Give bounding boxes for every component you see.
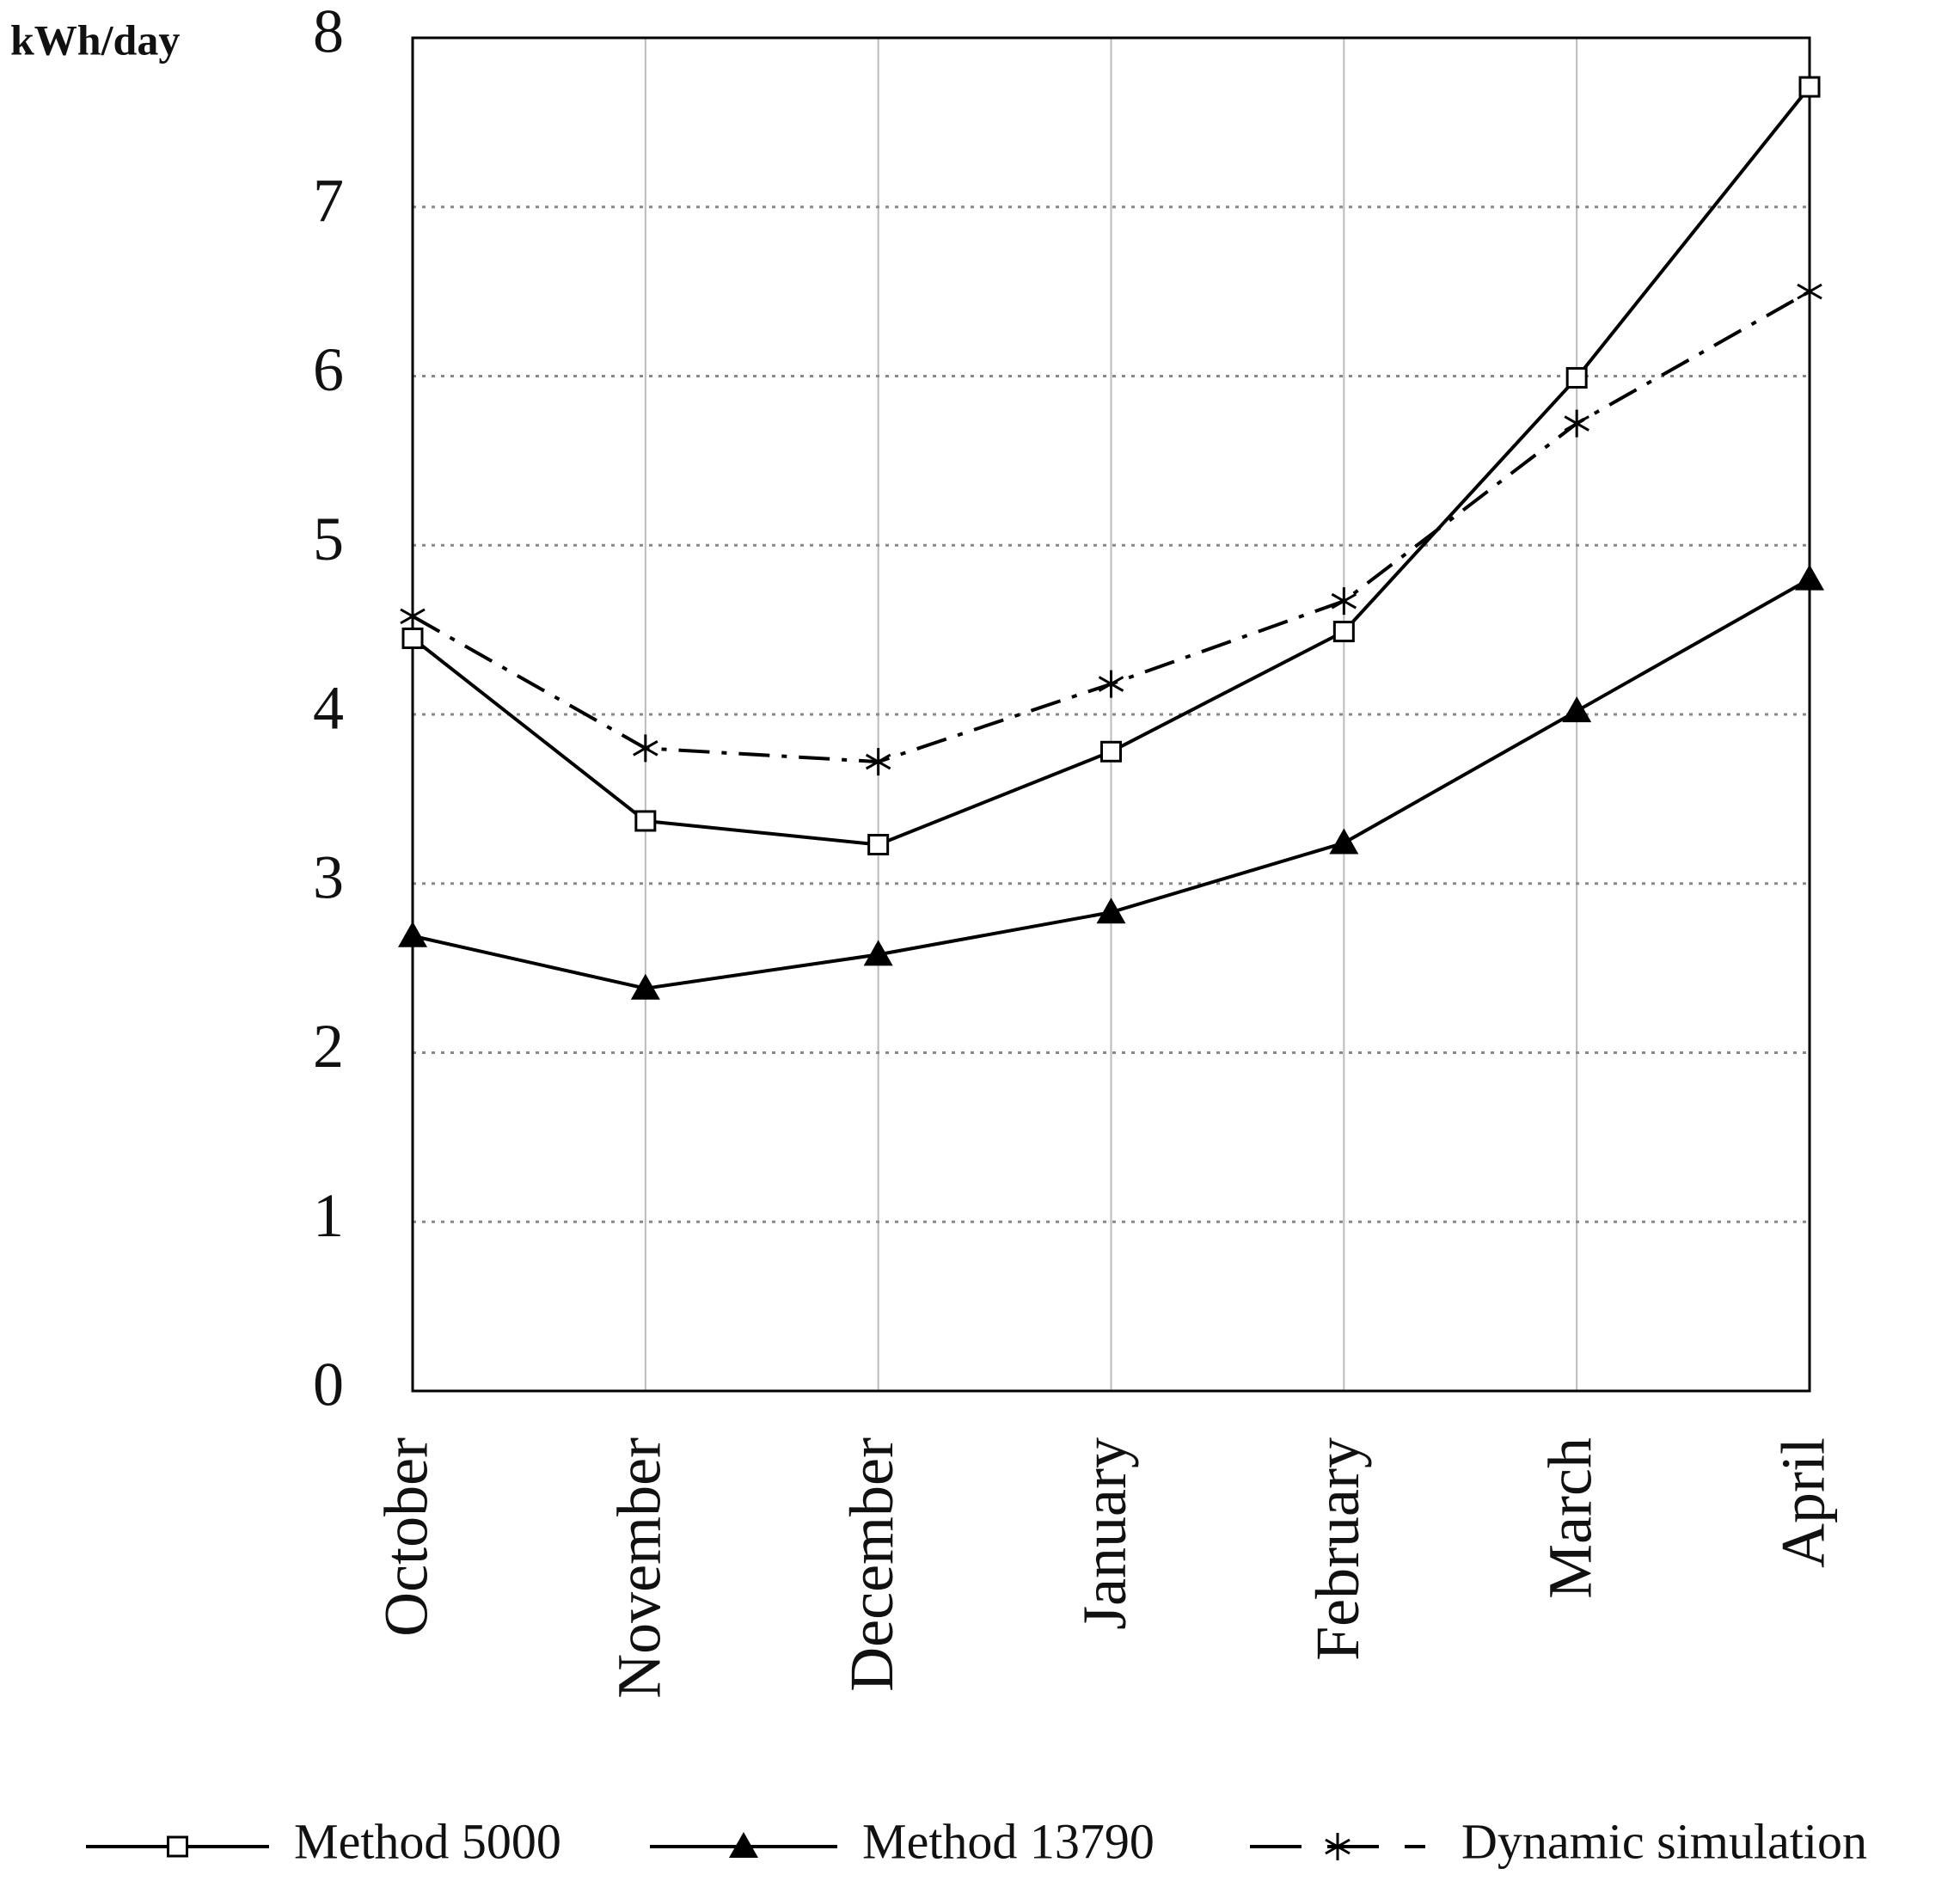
marker-triangle: [1795, 564, 1824, 591]
marker-star: [1098, 670, 1124, 698]
y-tick-label: 6: [313, 335, 344, 404]
marker-star: [400, 602, 426, 630]
y-tick-label: 7: [313, 166, 344, 235]
marker-triangle: [398, 921, 427, 947]
marker-square: [867, 833, 890, 855]
marker-star: [865, 748, 891, 776]
marker-triangle: [1096, 898, 1126, 924]
marker-square: [401, 627, 424, 649]
y-tick-label: 3: [313, 842, 344, 911]
marker-square: [1798, 76, 1821, 98]
legend-label: Method 5000: [294, 1813, 561, 1869]
legend-item: Dynamic simulation: [1250, 1813, 1867, 1869]
legend-label: Method 13790: [862, 1813, 1155, 1869]
x-tick-label: October: [372, 1437, 441, 1637]
legend-marker: [167, 1835, 188, 1858]
legend-label: Dynamic simulation: [1461, 1813, 1867, 1869]
marker-star: [1564, 409, 1589, 438]
marker-square: [1100, 740, 1122, 763]
marker-triangle: [630, 973, 660, 1000]
marker-star: [633, 734, 658, 763]
y-tick-label: 2: [313, 1012, 344, 1081]
marker-square: [1565, 366, 1588, 389]
marker-triangle: [1562, 696, 1592, 723]
y-axis-label: kWh/day: [10, 15, 180, 64]
y-tick-label: 8: [313, 0, 344, 66]
legend-item: Method 5000: [86, 1813, 561, 1869]
plot-frame: [411, 36, 1811, 1393]
y-tick-label: 1: [313, 1181, 344, 1250]
marker-star: [1797, 278, 1822, 306]
x-tick-label: April: [1769, 1437, 1838, 1568]
legend-item: Method 13790: [650, 1813, 1155, 1869]
x-tick-label: January: [1070, 1437, 1139, 1630]
marker-square: [634, 810, 657, 832]
marker-star: [1331, 587, 1357, 616]
y-tick-label: 4: [313, 674, 344, 743]
x-tick-label: March: [1536, 1437, 1605, 1599]
y-tick-label: 5: [313, 505, 344, 573]
y-tick-label: 0: [313, 1351, 344, 1419]
marker-triangle: [863, 940, 893, 966]
marker-square: [1332, 621, 1355, 643]
x-tick-label: November: [604, 1437, 673, 1699]
x-tick-label: December: [837, 1437, 906, 1692]
x-tick-label: February: [1303, 1437, 1372, 1661]
marker-triangle: [1329, 828, 1359, 855]
legend-marker: [729, 1832, 758, 1858]
legend-marker: [1325, 1833, 1351, 1860]
